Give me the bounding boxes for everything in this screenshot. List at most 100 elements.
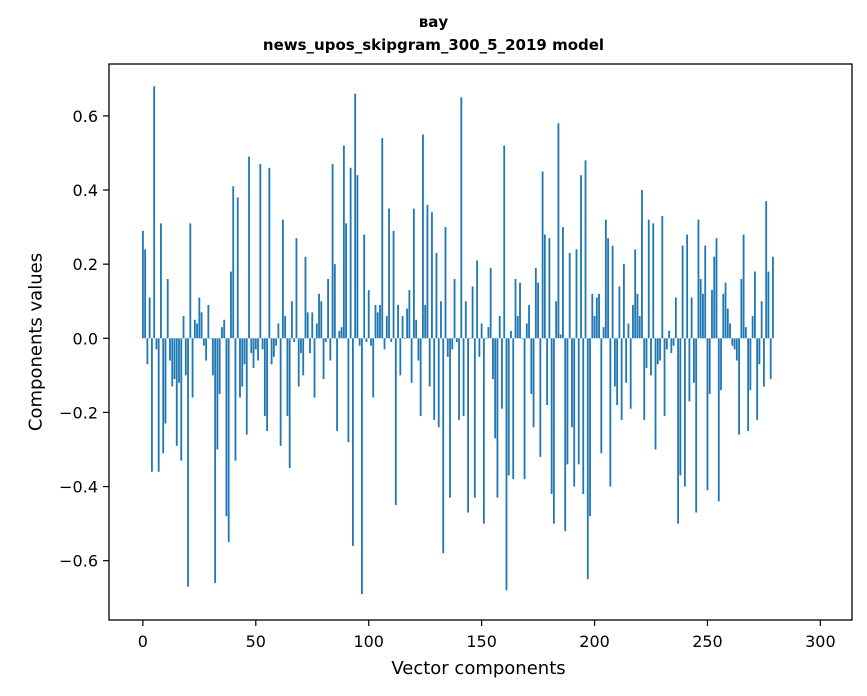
bar-226 (652, 223, 655, 339)
y-axis-label: Components values (25, 252, 47, 432)
bar-124 (422, 134, 424, 339)
bar-245 (695, 338, 698, 513)
bar-130 (435, 253, 438, 339)
bar-87 (338, 330, 341, 339)
bar-29 (207, 304, 210, 339)
bar-162 (507, 338, 510, 476)
bar-105 (379, 304, 381, 339)
bar-147 (473, 338, 476, 498)
bar-165 (514, 278, 517, 339)
bar-86 (336, 338, 338, 431)
bar-70 (300, 338, 302, 354)
y-tick-label-5: 0.4 (73, 181, 98, 200)
bar-128 (431, 212, 433, 339)
bar-215 (627, 323, 630, 339)
bar-151 (482, 338, 485, 524)
bar-240 (683, 338, 686, 487)
bar-167 (519, 282, 521, 339)
bar-120 (412, 208, 415, 339)
bar-7 (157, 338, 160, 472)
chart-title-line-2: news_upos_skipgram_300_5_2019 model (262, 36, 605, 54)
bar-200 (593, 316, 596, 339)
bar-75 (311, 312, 314, 339)
bar-94 (354, 93, 357, 339)
bar-272 (756, 338, 759, 420)
bar-216 (629, 338, 632, 409)
bar-236 (674, 297, 677, 339)
bar-117 (406, 308, 409, 339)
bar-60 (277, 323, 280, 339)
bar-80 (322, 338, 325, 380)
y-tick-label-0: −0.6 (59, 552, 98, 571)
bar-139 (455, 338, 458, 342)
x-tick-label-0: 0 (138, 632, 148, 651)
bar-84 (331, 164, 334, 339)
bar-55 (266, 338, 268, 431)
bar-220 (638, 316, 641, 339)
bar-263 (735, 338, 738, 361)
bar-35 (221, 327, 223, 339)
bar-195 (582, 338, 585, 494)
bar-78 (318, 293, 320, 339)
bar-67 (293, 338, 296, 342)
bar-271 (753, 271, 756, 339)
bar-227 (654, 338, 657, 450)
bar-101 (370, 338, 372, 346)
bar-219 (636, 293, 639, 339)
bar-269 (749, 338, 752, 391)
bar-89 (342, 145, 345, 339)
bar-189 (568, 253, 571, 339)
bar-253 (713, 256, 716, 339)
bar-158 (498, 316, 501, 339)
bar-279 (772, 256, 774, 339)
bar-234 (670, 338, 673, 354)
y-tick-label-6: 0.6 (73, 107, 98, 126)
bar-241 (686, 234, 689, 339)
bar-122 (417, 338, 420, 361)
bar-154 (489, 267, 492, 339)
bar-12 (169, 338, 171, 361)
bar-163 (510, 330, 512, 339)
bar-181 (550, 338, 553, 494)
bar-204 (602, 327, 605, 339)
bar-214 (625, 338, 628, 383)
bar-243 (690, 297, 693, 339)
bar-127 (428, 338, 431, 387)
bar-26 (200, 312, 203, 339)
bar-155 (492, 338, 494, 380)
bar-246 (697, 219, 700, 339)
bar-218 (634, 249, 637, 339)
bar-51 (257, 338, 259, 361)
bar-44 (241, 338, 244, 387)
bar-111 (392, 230, 395, 339)
bar-223 (645, 338, 648, 368)
bar-61 (279, 338, 282, 446)
bar-32 (214, 338, 217, 583)
bar-237 (677, 338, 680, 524)
bar-183 (555, 301, 558, 339)
bar-23 (193, 319, 196, 339)
bar-141 (460, 97, 463, 339)
bar-34 (218, 338, 221, 394)
bar-40 (232, 186, 235, 339)
bar-137 (451, 338, 454, 350)
bar-8 (160, 223, 162, 339)
bar-9 (162, 338, 165, 454)
x-tick-label-4: 200 (579, 632, 610, 651)
bar-185 (559, 334, 562, 339)
bar-277 (767, 271, 770, 339)
bar-222 (643, 338, 646, 420)
bar-235 (672, 338, 675, 346)
bar-11 (166, 278, 169, 339)
bar-270 (751, 316, 754, 339)
bar-66 (291, 301, 293, 339)
bar-175 (537, 282, 539, 339)
bar-177 (541, 171, 544, 339)
bar-21 (189, 223, 192, 339)
bar-123 (419, 338, 422, 417)
bar-250 (706, 338, 709, 491)
bar-174 (534, 267, 537, 339)
bar-45 (243, 338, 246, 365)
bar-229 (659, 338, 661, 361)
chart-title-line-1: вау (418, 13, 449, 31)
